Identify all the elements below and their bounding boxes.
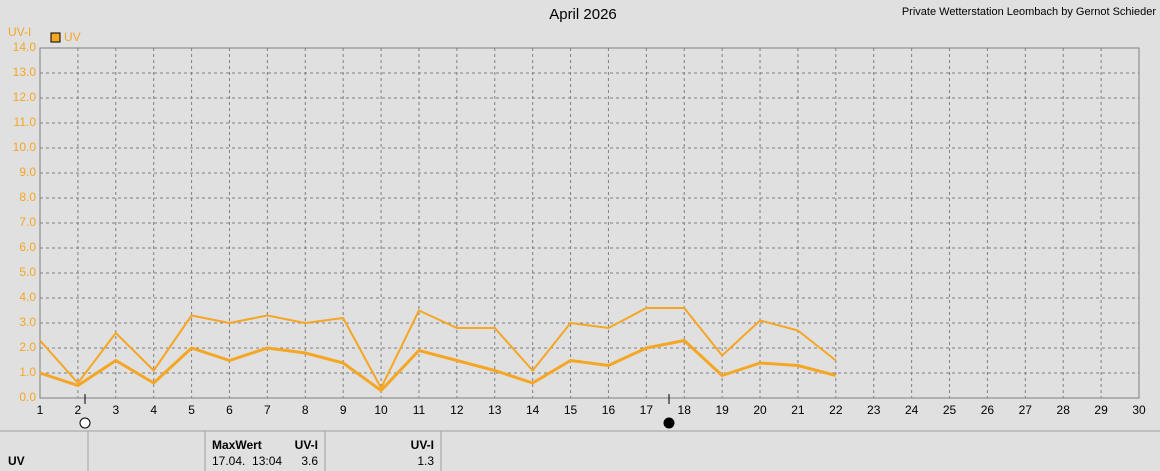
data-line [39,307,837,389]
y-tick-label: 11.0 [14,115,37,129]
footer-table: UV MaxWert UV-I 17.04. 13:04 3.6 UV-I 1.… [0,430,1160,471]
x-tick-label: 4 [150,403,157,417]
x-tick-label: 1 [37,403,44,417]
x-tick-label: 2 [75,403,82,417]
max-value: 3.6 [301,454,318,468]
y-tick-label: 12.0 [13,90,37,104]
x-tick-label: 12 [450,403,464,417]
x-tick-label: 18 [678,403,692,417]
x-tick-label: 19 [715,403,729,417]
x-tick-label: 7 [264,403,271,417]
y-tick-label: 9.0 [19,165,36,179]
x-tick-label: 11 [413,403,426,417]
mean-unit: UV-I [411,438,434,452]
y-tick-label: 3.0 [19,315,36,329]
y-tick-label: 5.0 [19,265,36,279]
y-tick-label: 6.0 [19,240,36,254]
mean-value: 1.3 [417,454,434,468]
x-tick-label: 23 [867,403,881,417]
max-header: MaxWert [212,438,262,452]
max-unit: UV-I [295,438,318,452]
x-tick-label: 17 [640,403,654,417]
y-tick-label: 0.0 [19,390,36,404]
x-tick-label: 5 [188,403,195,417]
x-tick-label: 25 [943,403,957,417]
x-tick-label: 24 [905,403,919,417]
x-tick-label: 20 [753,403,767,417]
chart-subtitle: Private Wetterstation Leombach by Gernot… [902,6,1156,18]
y-tick-label: 10.0 [13,140,37,154]
x-tick-label: 27 [1019,403,1033,417]
max-time: 17.04. 13:04 [212,454,282,468]
x-tick-label: 10 [374,403,388,417]
plot-area [39,47,1140,399]
x-tick-label: 29 [1094,403,1108,417]
new-moon-icon [663,417,675,429]
y-tick-label: 8.0 [19,190,36,204]
y-axis-label: UV-I [8,25,31,39]
x-tick-label: 28 [1057,403,1071,417]
y-tick-label: 2.0 [19,340,36,354]
data-line [39,339,837,392]
y-tick-label: 1.0 [19,365,36,379]
x-tick-label: 3 [112,403,119,417]
legend-swatch [50,32,61,43]
chart-title: April 2026 [549,6,617,23]
x-tick-label: 15 [564,403,578,417]
y-tick-label: 13.0 [13,65,37,79]
x-tick-label: 9 [340,403,347,417]
x-tick-label: 26 [981,403,995,417]
plot: 0.01.02.03.04.05.06.07.08.09.010.011.012… [13,40,1146,417]
x-tick-label: 13 [488,403,502,417]
y-tick-label: 14.0 [13,40,37,54]
x-tick-label: 14 [526,403,540,417]
y-tick-label: 7.0 [19,215,36,229]
x-tick-label: 21 [791,403,805,417]
legend-label: UV [64,30,81,44]
y-tick-label: 4.0 [19,290,36,304]
x-tick-label: 30 [1132,403,1146,417]
footer-label: UV [8,454,25,468]
x-tick-label: 8 [302,403,309,417]
full-moon-icon [79,417,91,429]
x-tick-label: 22 [829,403,843,417]
x-tick-label: 6 [226,403,233,417]
x-tick-label: 16 [602,403,616,417]
